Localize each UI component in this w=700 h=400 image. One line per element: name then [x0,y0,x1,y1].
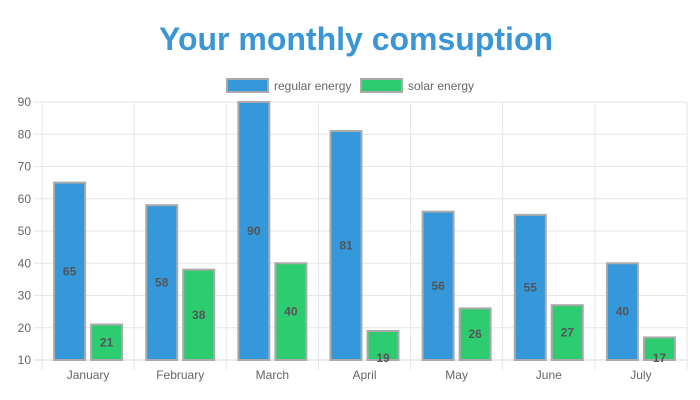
data-label: 19 [376,351,390,365]
data-label: 90 [247,224,261,238]
legend-label-regular[interactable]: regular energy [274,79,351,93]
bar-solar-april[interactable] [366,329,400,362]
bar-regular-march[interactable] [237,101,271,361]
y-tick-label: 40 [18,256,32,270]
data-label: 40 [284,305,298,319]
data-label: 56 [431,279,445,293]
y-tick-label: 70 [18,160,32,174]
chart-title: Your monthly comsuption [159,21,553,57]
bar-regular-april[interactable] [329,130,363,361]
bar-solar-june[interactable] [550,304,584,361]
x-tick-label: May [445,368,468,382]
bar-regular-may[interactable] [421,210,455,361]
bar-solar-january[interactable] [90,323,124,361]
x-tick-label: July [630,368,651,382]
y-tick-label: 80 [18,127,32,141]
bar-solar-february[interactable] [182,268,216,362]
bar-regular-july[interactable] [605,262,639,361]
data-label: 40 [616,305,630,319]
bar-solar-may[interactable] [458,307,492,361]
x-tick-label: June [536,368,562,382]
legend-swatch-regular[interactable] [226,78,269,93]
data-label: 58 [155,276,169,290]
data-label: 26 [468,327,482,341]
axes: 10 20 30 40 50 60 70 80 90 January February March Ap… [18,95,652,382]
y-tick-label: 20 [18,321,32,335]
data-label: 38 [192,308,206,322]
y-tick-label: 60 [18,192,32,206]
data-labels: 65 21 58 38 90 40 81 19 56 26 55 27 40 17 [63,224,667,365]
x-tick-label: March [256,368,289,382]
bar-regular-june[interactable] [513,213,547,361]
x-tick-label: April [352,368,376,382]
data-label: 65 [63,264,77,278]
data-label: 27 [561,326,575,340]
legend: regular energy solar energy [226,78,474,93]
legend-swatch-solar[interactable] [360,78,403,93]
y-tick-label: 30 [18,289,32,303]
data-label: 17 [653,351,667,365]
legend-label-solar[interactable]: solar energy [408,79,474,93]
data-label: 55 [524,280,538,294]
data-label: 21 [100,335,114,349]
bars [53,101,676,362]
bar-solar-july[interactable] [642,336,676,361]
x-tick-label: January [67,368,110,382]
bar-regular-february[interactable] [145,204,179,361]
bar-solar-march[interactable] [274,262,308,361]
y-tick-label: 50 [18,224,32,238]
y-tick-label: 10 [18,353,32,367]
data-label: 81 [339,239,353,253]
x-tick-label: February [156,368,204,382]
bar-regular-january[interactable] [53,181,87,361]
y-tick-label: 90 [18,95,32,109]
